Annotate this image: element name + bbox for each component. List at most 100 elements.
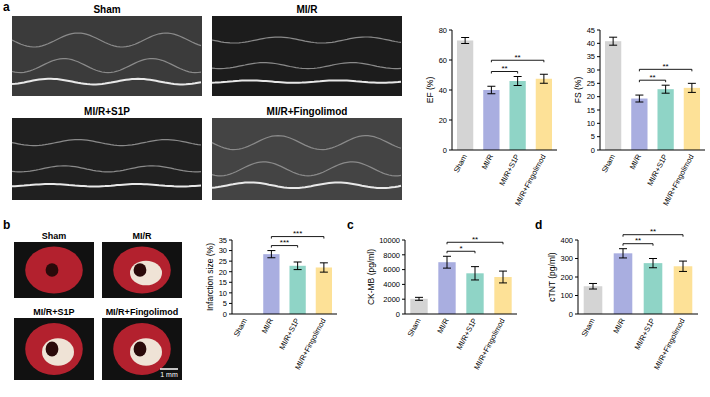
y-tick [229,292,232,293]
y-tick [449,120,452,121]
error-cap [415,300,423,301]
echo-label: MI/R [296,4,318,15]
y-tick [402,240,405,241]
lumen [46,263,59,276]
echo-label: Sham [93,4,120,15]
heart-image [102,242,182,298]
error-cap [499,282,507,283]
y-axis [405,240,406,314]
echo-image [212,16,402,96]
bar [536,79,552,150]
panel-letter: a [3,0,10,14]
echo-trace [12,33,201,47]
error-cap [540,74,548,75]
error-cap [662,85,670,86]
y-axis-title: EF (%) [425,77,435,104]
y-tick [597,96,600,97]
error-bar [589,283,597,289]
y-tick-label: 60 [439,56,447,65]
error-cap [609,37,617,38]
lumen [134,263,147,276]
scale-bar [160,368,178,370]
error-cap [443,256,451,257]
y-axis-title: cTNT (pg/ml) [547,252,557,302]
chart: 051015202530354045FS (%)ShamMI/RMI/R+S1P… [573,26,705,207]
bar [457,41,473,151]
y-axis [600,30,601,150]
y-tick-label: 100 [560,291,573,300]
x-tick-label: MI/R+S1P [645,153,669,188]
echo-image [12,16,202,96]
y-tick-label: 400 [560,236,573,245]
echo-image [212,118,402,200]
error-cap [679,261,687,262]
bar [494,277,511,314]
heart-image [102,318,182,380]
error-bar [487,86,495,94]
x-tick-label: Sham [600,153,617,175]
error-line [613,37,614,45]
bar [289,266,305,314]
heart-image [14,318,94,380]
error-bar [662,85,670,93]
y-axis [232,240,233,314]
x-tick-label: MI/R [611,316,627,335]
x-tick-label: MI/R+S1P [497,153,521,188]
x-tick-label: MI/R+Fingolimod [661,153,696,207]
error-line [517,77,518,86]
y-tick [575,258,578,259]
heart-label: MI/R+Fingolimod [106,307,179,317]
echo-label: MI/R+Fingolimod [267,106,348,117]
error-line [323,263,324,272]
y-tick [449,30,452,31]
error-bar [461,38,469,44]
error-cap [649,258,657,259]
error-cap [471,266,479,267]
y-tick-label: 10 [587,119,595,128]
y-tick [597,150,600,151]
x-tick-label: MI/R+Fingolimod [472,317,507,371]
lumen [134,342,147,357]
error-cap [662,93,670,94]
x-tick-label: MI/R [628,152,644,171]
bar [509,81,525,150]
y-tick-label: 0 [591,146,595,155]
x-tick-label: Sham [232,317,249,339]
error-bar [619,249,627,258]
y-tick [597,56,600,57]
bar [605,41,621,150]
error-cap [649,267,657,268]
y-tick [597,136,600,137]
error-cap [619,248,627,249]
y-axis-title: CK-MB (pg/ml) [366,249,376,305]
echo-trace [12,79,201,85]
y-tick-label: 0 [223,310,227,319]
echo-trace [212,182,401,188]
y-tick [597,123,600,124]
panel-letter: c [347,218,354,232]
plot-marks [263,251,332,314]
x-tick-label: MI/R [480,152,496,171]
error-cap [443,268,451,269]
y-tick [575,314,578,315]
y-axis-title: FS (%) [573,77,583,104]
panel-letter: d [535,218,542,232]
error-cap [688,83,696,84]
background [0,0,710,397]
error-bar [540,74,548,83]
error-bar [514,77,522,86]
bar [657,89,673,150]
error-line [297,262,298,270]
error-bar [499,271,507,283]
chart: 0200040006000800010000CK-MB (pg/ml)ShamM… [366,235,518,371]
error-cap [514,85,522,86]
error-line [491,86,492,94]
error-line [653,259,654,268]
x-tick-label: Sham [580,317,597,339]
error-line [503,271,504,283]
bar [316,267,332,314]
heart-label: Sham [42,231,67,241]
x-tick-label: MI/R [260,316,276,335]
error-cap [619,257,627,258]
error-line [447,256,448,268]
